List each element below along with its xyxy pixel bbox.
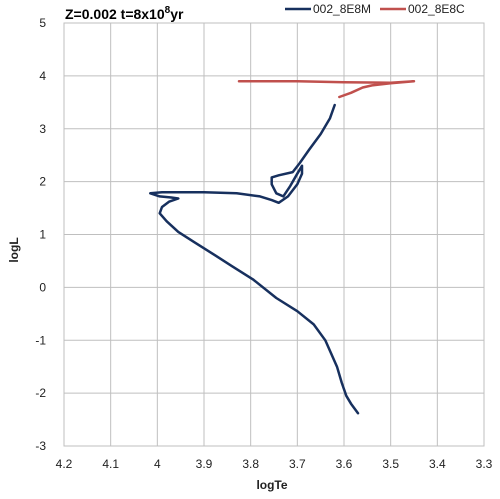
y-tick-label: -2 xyxy=(35,386,46,400)
x-tick-label: 3.5 xyxy=(382,457,399,471)
x-tick-label: 4.1 xyxy=(102,457,119,471)
y-tick-label: -3 xyxy=(35,439,46,453)
legend-label-002-8e8c: 002_8E8C xyxy=(408,2,465,16)
y-axis-tick-labels: 5 4 3 2 1 0 -1 -2 -3 xyxy=(35,16,46,453)
legend: 002_8E8M 002_8E8C xyxy=(285,2,465,16)
y-tick-label: 5 xyxy=(39,16,46,30)
y-axis-title: logL xyxy=(7,237,21,262)
legend-label-002-8e8m: 002_8E8M xyxy=(313,2,371,16)
plot-area-frame xyxy=(63,22,485,447)
x-tick-label: 3.4 xyxy=(429,457,446,471)
x-axis-tick-labels: 4.2 4.1 4 3.9 3.8 3.7 3.6 3.5 3.4 3.3 xyxy=(56,457,493,471)
y-tick-label: 1 xyxy=(39,228,46,242)
x-tick-label: 3.9 xyxy=(196,457,213,471)
series-line-002-8e8c xyxy=(237,79,416,99)
x-tick-label: 3.8 xyxy=(242,457,259,471)
y-tick-label: 4 xyxy=(39,69,46,83)
series-line-002-8e8m xyxy=(149,103,360,415)
y-tick-label: 0 xyxy=(39,280,46,294)
y-tick-label: -1 xyxy=(35,333,46,347)
chart-title-unit: yr xyxy=(170,6,184,22)
chart-title-main: Z=0.002 t=8x10 xyxy=(65,6,165,22)
x-tick-label: 3.3 xyxy=(476,457,493,471)
x-axis-title: logTe xyxy=(256,478,287,492)
chart-title-exponent: 8 xyxy=(165,5,171,16)
y-tick-label: 2 xyxy=(39,175,46,189)
y-tick-label: 3 xyxy=(39,122,46,136)
series-layer xyxy=(149,79,416,415)
x-tick-label: 3.6 xyxy=(336,457,353,471)
chart-title: Z=0.002 t=8x108yr xyxy=(65,5,184,22)
x-tick-label: 4 xyxy=(154,457,161,471)
x-tick-label: 4.2 xyxy=(56,457,73,471)
x-tick-label: 3.7 xyxy=(289,457,306,471)
